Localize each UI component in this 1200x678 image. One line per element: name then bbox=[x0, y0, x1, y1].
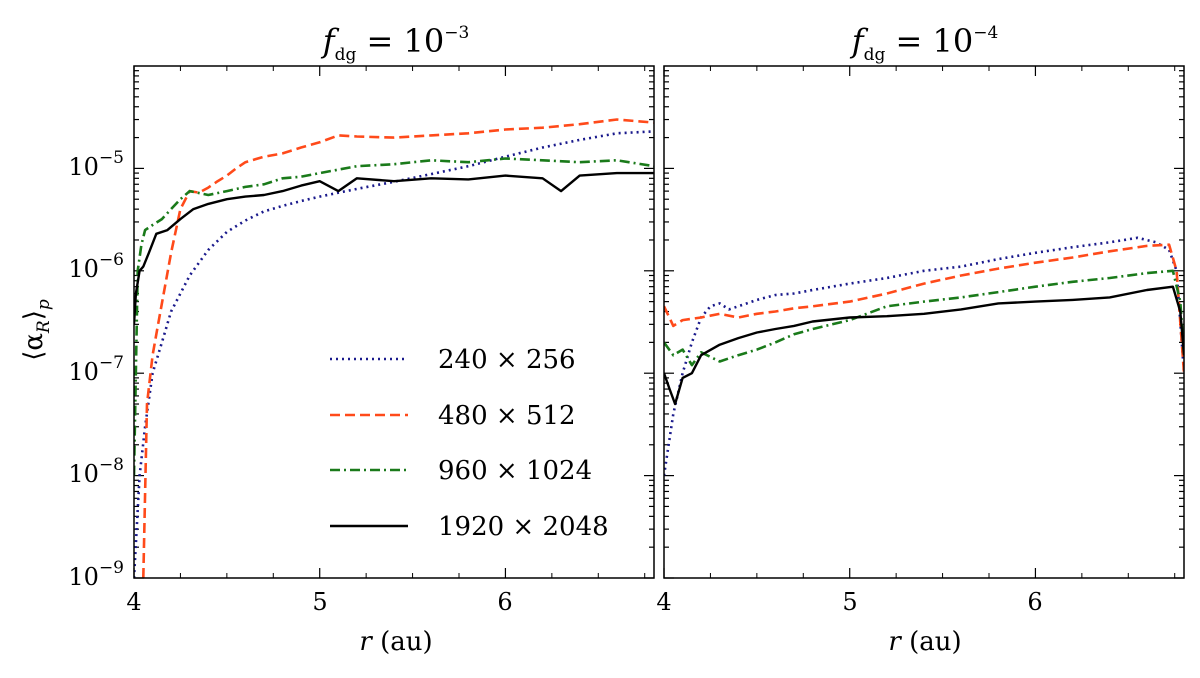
panel-left-title: fdg = 10−3 bbox=[321, 22, 470, 65]
left-x-axis-label: r (au) bbox=[359, 627, 432, 657]
left-x-tick-label: 6 bbox=[497, 588, 512, 616]
right-axes-frame bbox=[663, 65, 1185, 579]
series-line-480x512 bbox=[664, 243, 1184, 374]
legend-label: 240 × 256 bbox=[438, 345, 576, 375]
y-tick-labels: 10−5 10−6 10−7 10−8 10−9 bbox=[68, 148, 124, 591]
right-x-axis-label: r (au) bbox=[888, 627, 961, 657]
left-x-tick-label: 4 bbox=[126, 588, 141, 616]
panel-right: fdg = 10−4 4 5 6 r (au) bbox=[656, 22, 1185, 657]
y-tick-label: 10−8 bbox=[68, 455, 124, 488]
y-tick-label: 10−7 bbox=[68, 353, 124, 386]
y-tick-label: 10−6 bbox=[68, 250, 124, 283]
y-tick-label: 10−9 bbox=[68, 558, 124, 591]
left-axes-frame bbox=[133, 65, 655, 579]
y-axis-label: ⟨αR⟩p bbox=[19, 299, 54, 361]
legend-label: 960 × 1024 bbox=[438, 456, 592, 486]
series-line-960x1024 bbox=[134, 157, 654, 476]
panel-left: fdg = 10−3 4 5 6 r (au) bbox=[126, 22, 655, 657]
legend: 240 × 256 480 × 512 960 × 1024 1920 × 20… bbox=[330, 345, 609, 542]
right-x-tick-label: 5 bbox=[842, 588, 857, 616]
left-plot-area bbox=[133, 66, 654, 579]
series-line-480x512 bbox=[142, 118, 654, 578]
y-tick-label: 10−5 bbox=[68, 148, 124, 181]
legend-label: 480 × 512 bbox=[438, 401, 576, 431]
series-line-960x1024 bbox=[664, 269, 1184, 367]
right-x-tick-label: 4 bbox=[656, 588, 671, 616]
left-x-tick-label: 5 bbox=[312, 588, 327, 616]
right-plot-area bbox=[663, 66, 1184, 579]
series-line-1920x2048 bbox=[664, 285, 1184, 406]
right-x-tick-label: 6 bbox=[1027, 588, 1042, 616]
series-line-1920x2048 bbox=[134, 171, 654, 325]
legend-label: 1920 × 2048 bbox=[438, 512, 609, 542]
